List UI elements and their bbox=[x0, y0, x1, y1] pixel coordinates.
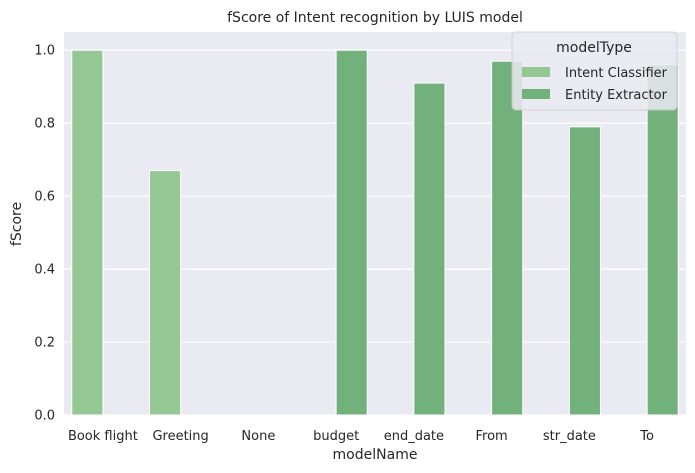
y-axis-ticks: 0.0 0.2 0.4 0.6 0.8 1.0 bbox=[34, 44, 55, 424]
x-tick-label: None bbox=[241, 429, 275, 444]
x-tick-label: Greeting bbox=[152, 429, 208, 444]
y-tick-label: 0.2 bbox=[34, 336, 55, 351]
bar-intent-classifier bbox=[71, 49, 104, 416]
bar-intent-classifier bbox=[149, 170, 182, 416]
x-tick-label: budget bbox=[313, 429, 359, 444]
legend-swatch-intent-classifier bbox=[522, 67, 550, 77]
legend: modelType Intent Classifier Entity Extra… bbox=[511, 31, 678, 111]
bar-entity-extractor bbox=[568, 126, 601, 416]
x-tick-label: end_date bbox=[384, 429, 444, 444]
bar-entity-extractor bbox=[335, 49, 368, 416]
x-tick-label: From bbox=[476, 429, 508, 444]
x-axis-ticks: Book flight Greeting None budget end_date Fro… bbox=[68, 429, 654, 444]
legend-label-entity-extractor: Entity Extractor bbox=[565, 88, 668, 103]
x-axis-title: modelName bbox=[333, 447, 418, 463]
x-tick-label: To bbox=[639, 429, 654, 444]
x-tick-label: Book flight bbox=[68, 429, 138, 444]
y-tick-label: 0.4 bbox=[34, 263, 55, 278]
x-tick-label: str_date bbox=[543, 429, 596, 444]
bar-entity-extractor bbox=[491, 60, 524, 416]
legend-box bbox=[511, 31, 678, 111]
y-axis-title: fScore bbox=[9, 202, 25, 246]
legend-title: modelType bbox=[556, 40, 632, 56]
chart-title: fScore of Intent recognition by LUIS mod… bbox=[227, 10, 523, 26]
bar-entity-extractor bbox=[413, 82, 446, 416]
bars bbox=[71, 49, 679, 416]
bar-entity-extractor bbox=[646, 64, 679, 416]
y-tick-label: 1.0 bbox=[34, 44, 55, 59]
y-tick-label: 0.6 bbox=[34, 190, 55, 205]
y-tick-label: 0.8 bbox=[34, 117, 55, 132]
y-tick-label: 0.0 bbox=[34, 409, 55, 424]
legend-label-intent-classifier: Intent Classifier bbox=[565, 66, 668, 81]
legend-swatch-entity-extractor bbox=[522, 89, 550, 99]
